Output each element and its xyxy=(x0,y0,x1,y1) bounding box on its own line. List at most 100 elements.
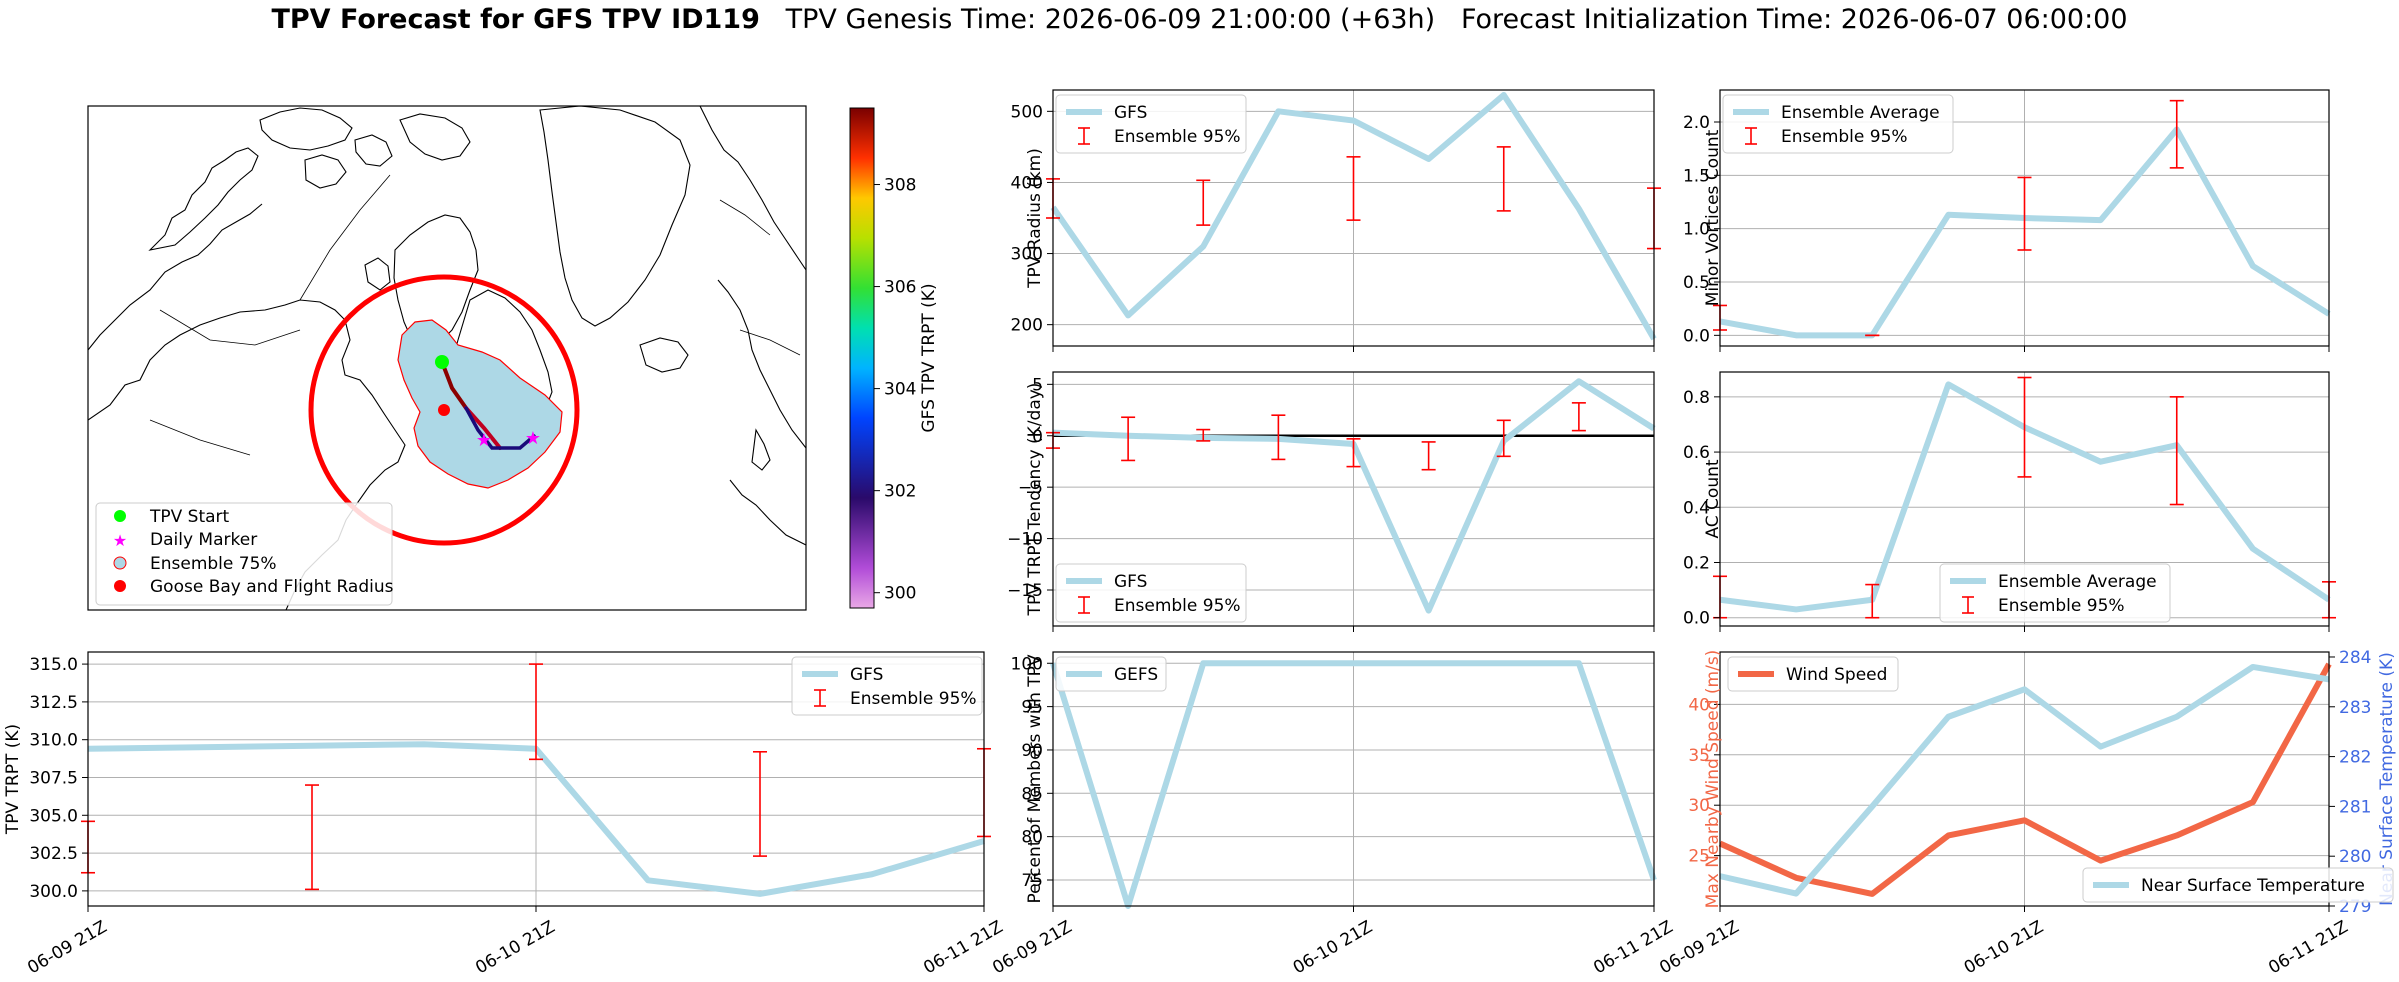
x-tick-label: 06-09 21Z xyxy=(989,917,1075,978)
colorbar-tick-label: 302 xyxy=(884,482,916,502)
y-tick-label: 312.5 xyxy=(29,693,78,713)
legend-label: GFS xyxy=(1114,572,1147,592)
colorbar-tick-label: 300 xyxy=(884,584,916,604)
errorbar xyxy=(2017,176,2032,251)
legend-daily-marker-swatch: ★ xyxy=(113,531,127,550)
plot-legend: GFS Ensemble 95% xyxy=(791,656,983,716)
plot-legend: Ensemble Average Ensemble 95% xyxy=(1722,94,1954,154)
y-tick-label: 302.5 xyxy=(29,844,78,864)
plot-legend: GEFS xyxy=(1055,656,1167,692)
plot-legend: GFS Ensemble 95% xyxy=(1055,94,1247,154)
y2-tick-label: 284 xyxy=(2339,648,2371,668)
errorbar xyxy=(1121,416,1136,462)
legend-errorbar-swatch xyxy=(1745,127,1757,145)
legend-label: Ensemble Average xyxy=(1781,103,1940,123)
legend-ensemble-swatch xyxy=(113,556,127,570)
y-tick-label: 30 xyxy=(1688,796,1710,816)
tpv-track xyxy=(440,360,536,450)
y-tick-label: 315.0 xyxy=(29,655,78,675)
y-tick-label: 35 xyxy=(1688,746,1710,766)
y-tick-label: 300 xyxy=(1011,245,1043,265)
legend-label: Wind Speed xyxy=(1786,665,1887,685)
series-line-gfs xyxy=(1050,91,1657,341)
y-tick-label: 0.4 xyxy=(1683,498,1710,518)
plot-legend: Ensemble Average Ensemble 95% xyxy=(1939,563,2171,623)
x-tick-label: 06-11 21Z xyxy=(2265,917,2351,978)
colorbar-gradient xyxy=(849,107,875,609)
legend-tpv-start-swatch xyxy=(114,510,126,522)
errorbar xyxy=(2017,376,2032,478)
y-tick-label: 0.5 xyxy=(1683,273,1710,293)
errorbar xyxy=(753,750,767,857)
errorbar xyxy=(305,784,319,891)
y-tick-label: 307.5 xyxy=(29,768,78,788)
y-tick-label: 400 xyxy=(1011,173,1043,193)
y-tick-label: 305.0 xyxy=(29,806,78,826)
y-tick-label: 0.8 xyxy=(1683,388,1710,408)
y-tick-label: 80 xyxy=(1021,828,1043,848)
y-axis-label: TPV TRPT Tendency (K/day) xyxy=(1025,383,1045,617)
y-tick-label: 100 xyxy=(1011,654,1043,674)
plot-legend: Wind Speed xyxy=(1727,656,1899,692)
y-axis-label: TPV Radius (km) xyxy=(1025,148,1045,289)
legend-goose-bay-swatch xyxy=(114,580,126,592)
y-axis-label: Minor Vortices Count xyxy=(1703,129,1723,306)
y2-tick-label: 281 xyxy=(2339,797,2371,817)
colorbar-tick-label: 304 xyxy=(884,380,916,400)
errorbar xyxy=(1196,179,1211,226)
title-init: Forecast Initialization Time: 2026-06-07… xyxy=(1460,4,2128,35)
y-tick-label: 40 xyxy=(1688,695,1710,715)
y-tick-label: −5 xyxy=(1018,478,1043,498)
legend-errorbar-swatch xyxy=(814,689,826,707)
legend-label: Ensemble 95% xyxy=(1781,127,1908,147)
daily-marker-2: ★ xyxy=(525,428,541,449)
y-tick-label: 0.0 xyxy=(1683,326,1710,346)
y-tick-label: 85 xyxy=(1021,784,1043,804)
y-tick-label: 75 xyxy=(1021,871,1043,891)
legend-label: Ensemble 95% xyxy=(1114,127,1241,147)
legend-label: Ensemble 95% xyxy=(1114,596,1241,616)
x-tick-label: 06-10 21Z xyxy=(472,917,558,978)
y-tick-label: 0.0 xyxy=(1683,609,1710,629)
legend-label: GEFS xyxy=(1114,665,1158,685)
flight-radius-circle xyxy=(308,274,580,546)
map-legend: TPV Start ★ Daily Marker Ensemble 75% Go… xyxy=(95,502,394,606)
legend-errorbar-swatch xyxy=(1962,596,1974,614)
y-tick-label: 500 xyxy=(1011,102,1043,122)
x-tick-label: 06-10 21Z xyxy=(1961,917,2047,978)
colorbar-label: GFS TPV TRPT (K) xyxy=(919,283,939,432)
daily-marker-1: ★ xyxy=(476,430,492,451)
errorbar xyxy=(2169,396,2184,506)
y-axis-label: Percent of Members with TPV xyxy=(1025,654,1045,903)
legend-label: Near Surface Temperature xyxy=(2141,876,2365,896)
y-axis-label: Max Nearby Wind Speed (m/s) xyxy=(1703,650,1723,909)
legend-label: Ensemble 95% xyxy=(1998,596,2125,616)
y-tick-label: 90 xyxy=(1021,741,1043,761)
map-panel: ★ ★ TPV Start ★ Daily Marker Ensemble 75… xyxy=(87,105,939,611)
errorbar xyxy=(1496,146,1511,212)
errorbar xyxy=(1571,402,1586,432)
y2-tick-label: 282 xyxy=(2339,748,2371,768)
title-main: TPV Forecast for GFS TPV ID119 xyxy=(271,4,760,35)
colorbar-tick-label: 306 xyxy=(884,278,916,298)
errorbar xyxy=(2169,99,2184,169)
errorbar xyxy=(529,663,543,761)
y-axis-label: TPV TRPT (K) xyxy=(3,724,23,835)
tpv-start-marker xyxy=(435,355,449,369)
y-tick-label: 0 xyxy=(1032,427,1043,447)
errorbar xyxy=(1346,156,1361,221)
errorbar xyxy=(1496,419,1511,458)
plot-legend: GFS Ensemble 95% xyxy=(1055,563,1247,623)
errorbar xyxy=(1271,414,1286,461)
figure-title: TPV Forecast for GFS TPV ID119 TPV Genes… xyxy=(0,4,2399,35)
legend-daily-marker: Daily Marker xyxy=(150,530,257,550)
legend-tpv-start: TPV Start xyxy=(149,507,230,527)
series-line-near-surface-temperature xyxy=(1719,663,2330,897)
y-tick-label: 200 xyxy=(1011,316,1043,336)
y-tick-label: 2.0 xyxy=(1683,113,1710,133)
y-axis-label: AC Count xyxy=(1703,459,1723,538)
